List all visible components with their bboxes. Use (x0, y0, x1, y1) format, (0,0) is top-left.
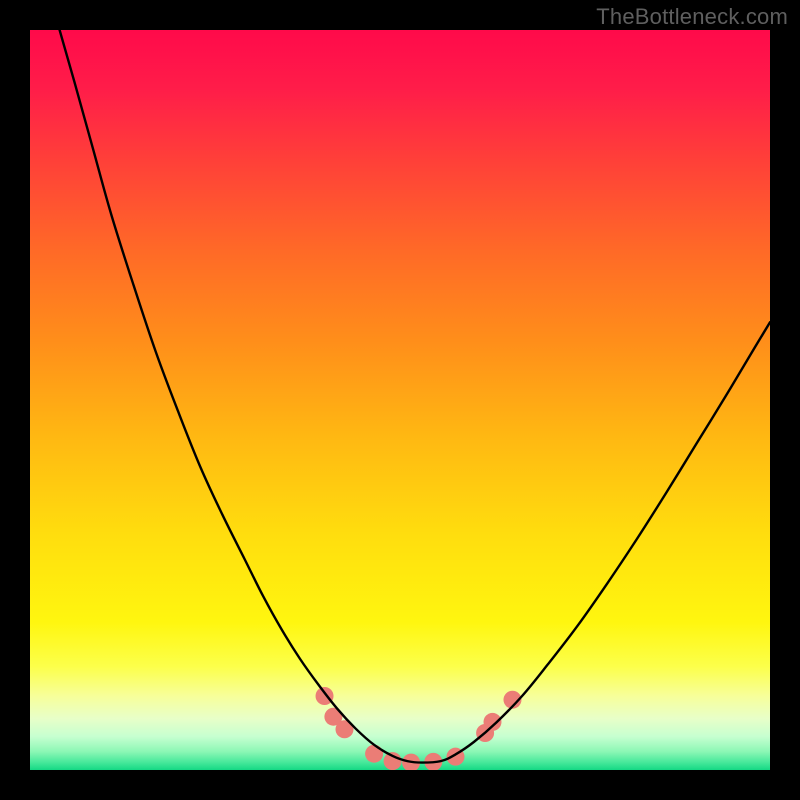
chart-frame: TheBottleneck.com (0, 0, 800, 800)
plot-area (30, 30, 770, 770)
highlight-marker (365, 745, 383, 763)
bottleneck-curve-chart (30, 30, 770, 770)
highlight-marker (484, 713, 502, 731)
watermark-text: TheBottleneck.com (596, 4, 788, 30)
gradient-background (30, 30, 770, 770)
